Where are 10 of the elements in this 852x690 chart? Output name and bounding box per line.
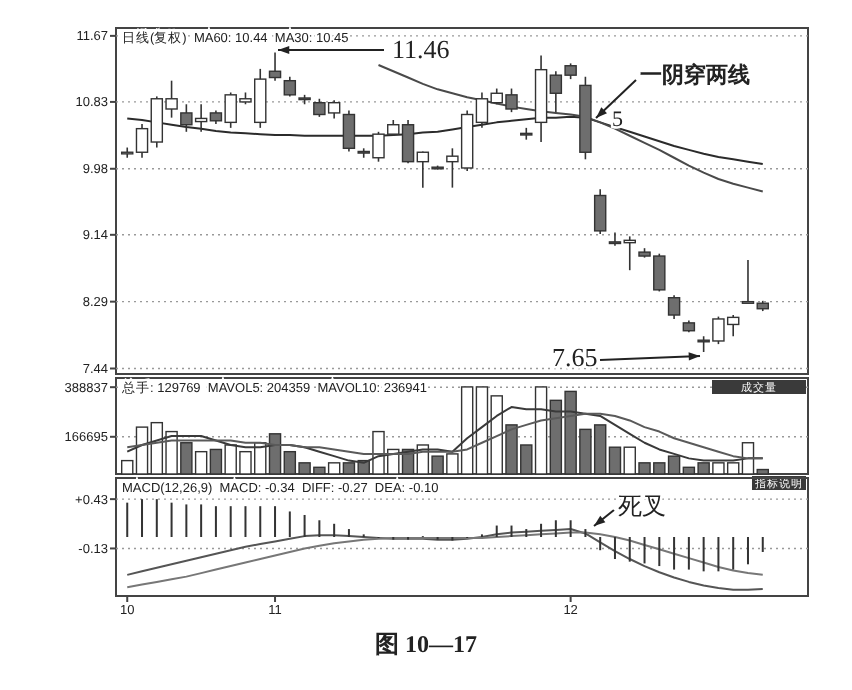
annotation: 一阴穿两线 bbox=[640, 62, 750, 88]
caption: 图 10—17 bbox=[375, 630, 477, 658]
candlestick bbox=[520, 127, 533, 141]
annotation: 死叉 bbox=[618, 492, 666, 520]
line-series bbox=[377, 63, 764, 193]
annotation: 5 bbox=[612, 108, 624, 132]
annotation: 7.65 bbox=[552, 342, 598, 372]
candlestick bbox=[593, 188, 607, 235]
annotation: 11.46 bbox=[392, 34, 451, 64]
candlestick bbox=[667, 294, 681, 320]
